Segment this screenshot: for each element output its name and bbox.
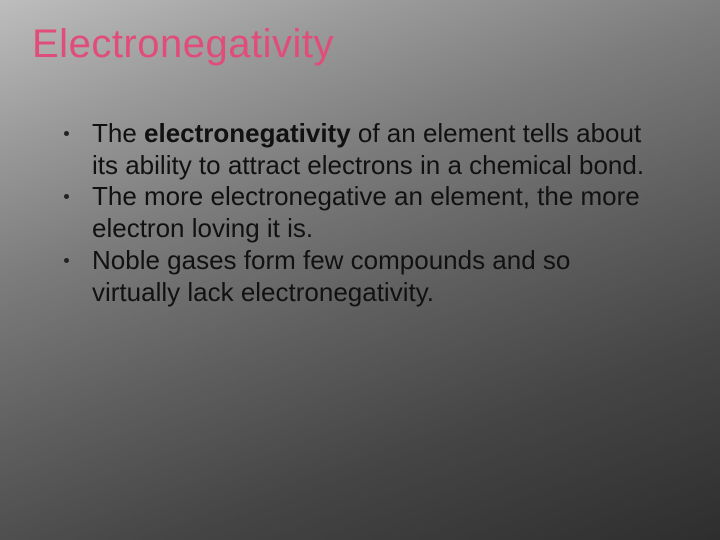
bullet-text-post: The more electronegative an element, the… — [92, 181, 640, 243]
slide: Electronegativity The electronegativity … — [0, 0, 720, 540]
bullet-text-post: Noble gases form few compounds and so vi… — [92, 245, 570, 307]
bullet-text-bold: electronegativity — [144, 118, 351, 148]
slide-body: The electronegativity of an element tell… — [58, 118, 660, 308]
bullet-text-pre: The — [92, 118, 144, 148]
list-item: Noble gases form few compounds and so vi… — [58, 245, 660, 308]
list-item: The electronegativity of an element tell… — [58, 118, 660, 181]
list-item: The more electronegative an element, the… — [58, 181, 660, 244]
bullet-list: The electronegativity of an element tell… — [58, 118, 660, 308]
slide-title: Electronegativity — [32, 22, 334, 67]
